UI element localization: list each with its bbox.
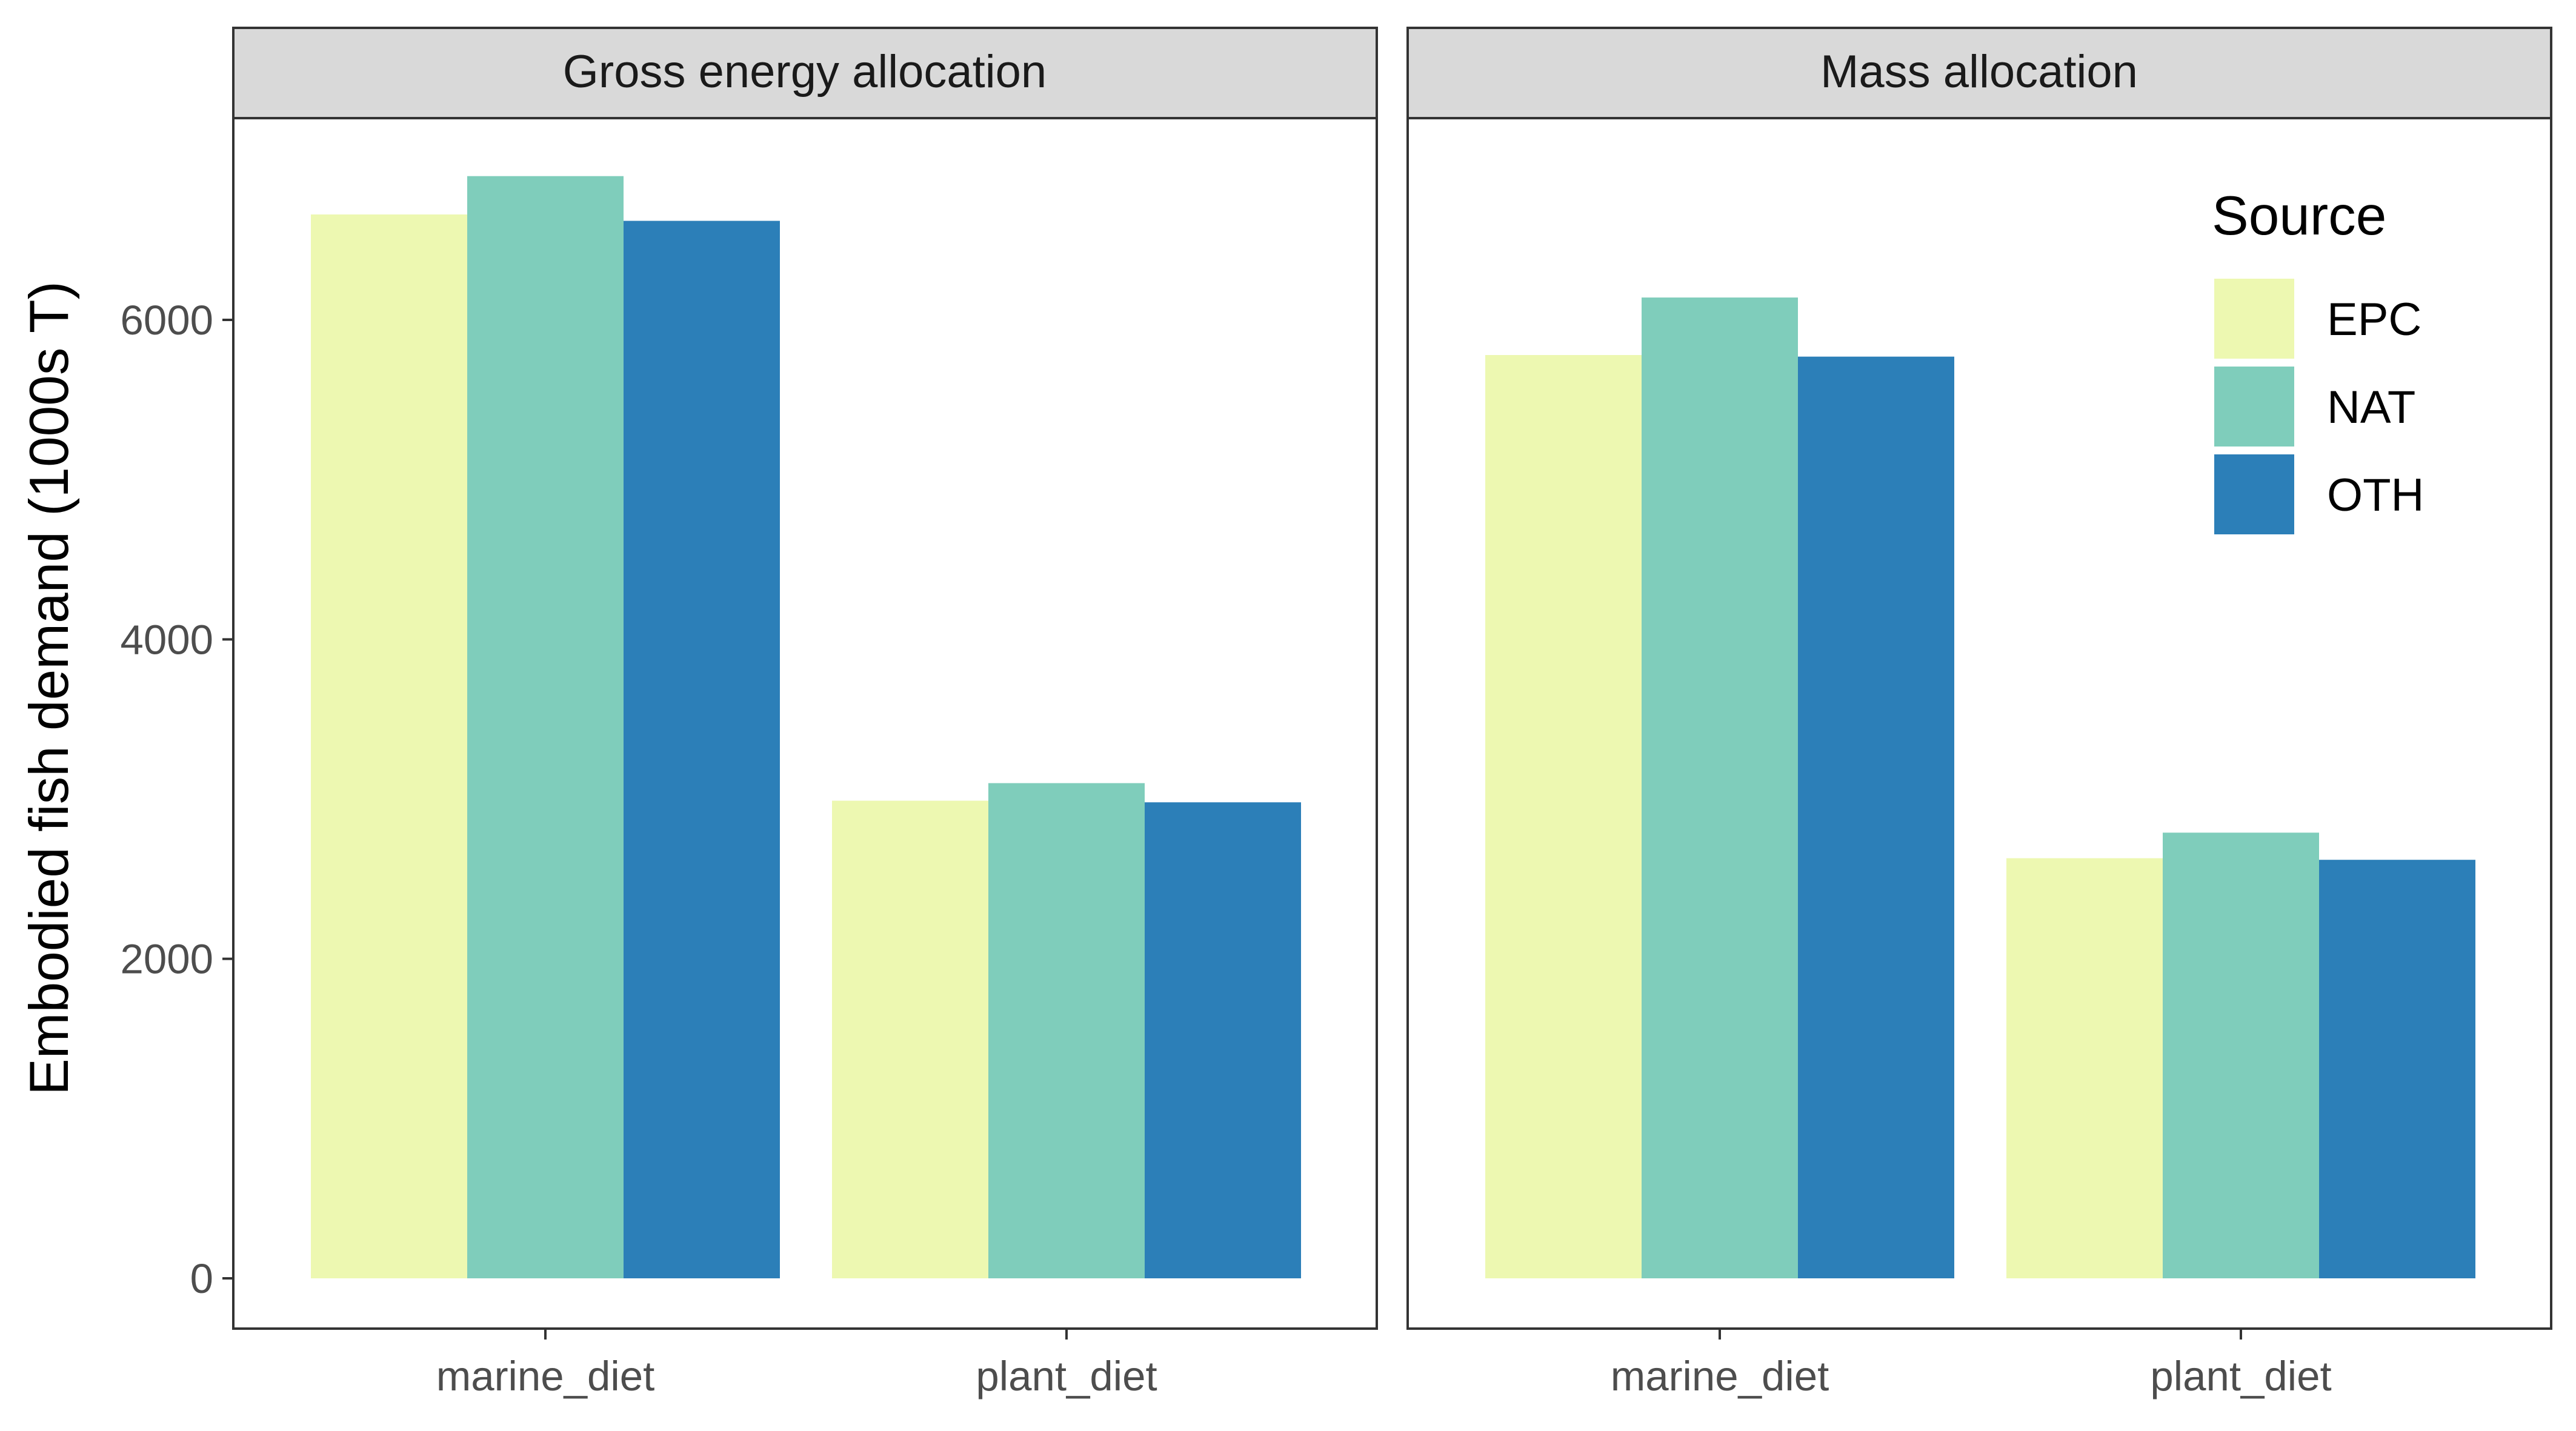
bar-group	[311, 176, 1301, 1279]
facet-strip	[232, 27, 1378, 119]
bar-marine_diet-oth	[1798, 356, 1954, 1278]
x-tick-label: plant_diet	[976, 1353, 1157, 1399]
y-axis-title: Embodied fish demand (1000s T)	[19, 281, 80, 1095]
y-tick-label: 6000	[121, 297, 214, 344]
facet-panel-mass: Mass allocation	[1406, 27, 2552, 1330]
y-axis: 0 2000 4000 6000	[121, 297, 233, 1302]
y-tick-label: 4000	[121, 616, 214, 663]
bar-marine_diet-epc	[1485, 355, 1642, 1279]
legend-label: EPC	[2327, 294, 2421, 345]
legend-title: Source	[2212, 185, 2386, 247]
legend-key-nat	[2214, 367, 2294, 447]
legend-label: NAT	[2327, 382, 2415, 433]
facet-title: Mass allocation	[1820, 46, 2138, 98]
bar-plant_diet-nat	[988, 783, 1145, 1278]
bar-marine_diet-nat	[467, 176, 624, 1279]
bar-plant_diet-nat	[2163, 832, 2319, 1278]
bar-plant_diet-epc	[832, 800, 988, 1278]
legend-label: OTH	[2327, 470, 2424, 521]
y-tick-label: 0	[190, 1255, 213, 1302]
bar-group	[1485, 297, 2475, 1279]
x-tick-label: marine_diet	[436, 1353, 655, 1399]
facet-title: Gross energy allocation	[563, 46, 1047, 98]
legend-key-epc	[2214, 279, 2294, 359]
x-axis: marine_diet plant_diet marine_diet plant_di…	[436, 1329, 2332, 1399]
bar-marine_diet-epc	[311, 214, 467, 1279]
bar-plant_diet-epc	[2006, 858, 2163, 1278]
bar-plant_diet-oth	[1145, 802, 1301, 1278]
legend-key-oth	[2214, 454, 2294, 534]
bar-marine_diet-oth	[624, 221, 780, 1279]
x-tick-label: plant_diet	[2150, 1353, 2331, 1399]
facet-panel-gross-energy: Gross energy allocation	[232, 27, 1378, 1330]
bar-marine_diet-nat	[1642, 297, 1798, 1278]
legend: Source EPC NAT OTH	[2212, 185, 2424, 534]
bar-plant_diet-oth	[2319, 860, 2475, 1278]
x-tick-label: marine_diet	[1611, 1353, 1829, 1399]
y-tick-label: 2000	[121, 936, 214, 983]
facet-strip	[1406, 27, 2552, 119]
